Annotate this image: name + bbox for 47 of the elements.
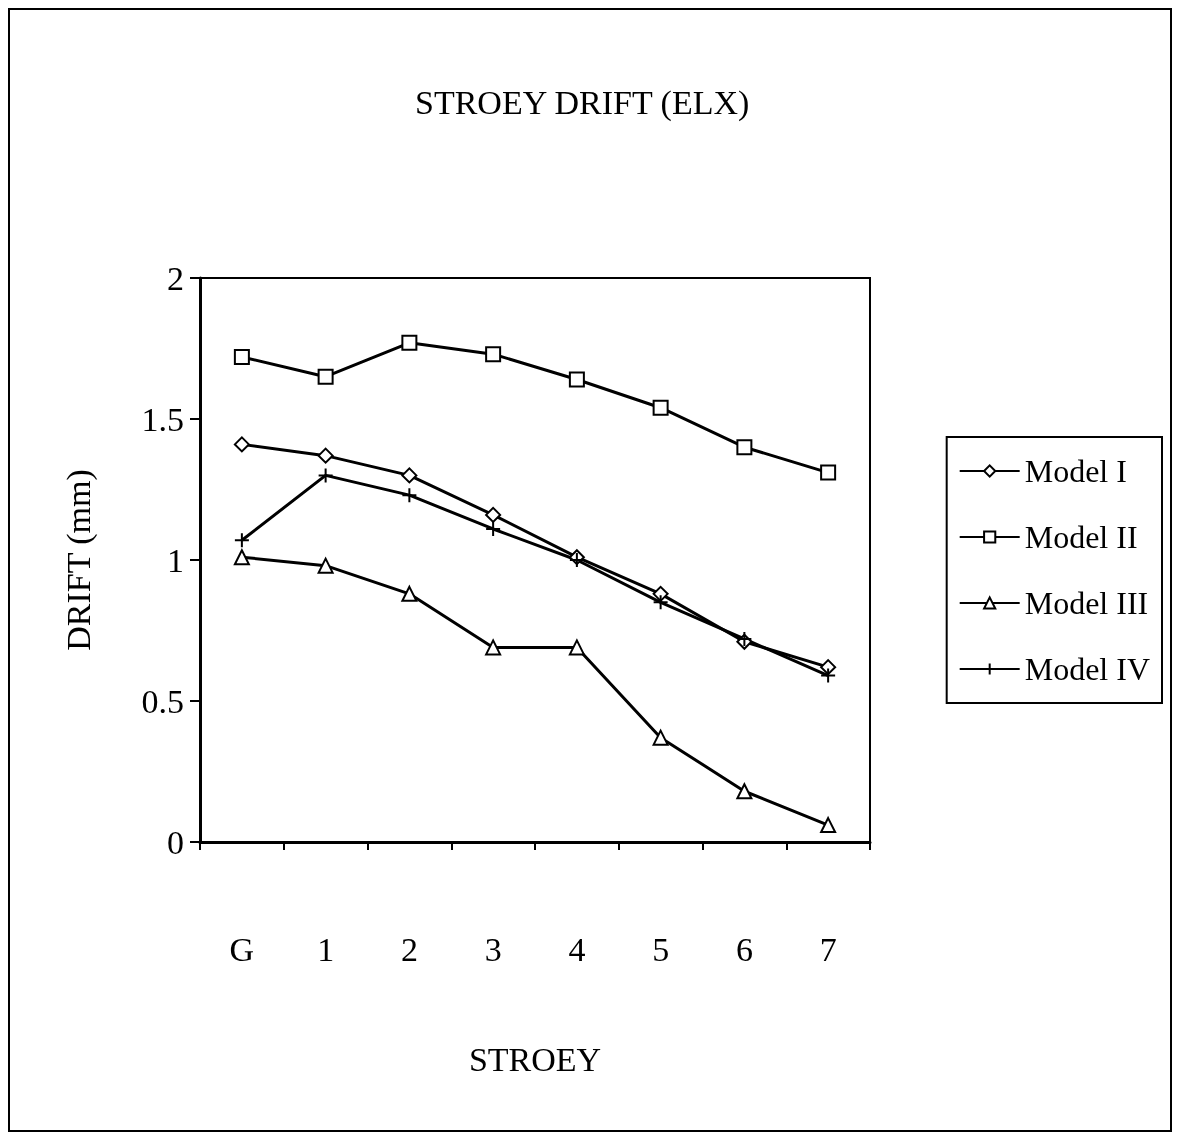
point [820,659,837,676]
point [485,520,502,537]
point [485,506,502,523]
point [568,371,585,388]
point [233,532,250,549]
x-tick-label: 6 [735,930,753,968]
x-tick-label: 5 [652,930,670,968]
y-tick-label: 0.5 [141,682,184,720]
point [652,594,669,611]
point [401,487,418,504]
point [652,399,669,416]
y-tick-label: 1 [167,541,184,579]
point [485,346,502,363]
x-tick-label: 4 [568,930,586,968]
legend-label: Model II [1024,519,1138,555]
point [233,549,250,566]
legend-label: Model IV [1024,651,1150,687]
point [317,368,334,385]
point [401,467,418,484]
point [233,436,250,453]
point [401,334,418,351]
point [736,439,753,456]
x-tick-label: 7 [819,930,837,968]
y-tick-label: 2 [167,259,184,297]
legend-label: Model I [1024,453,1127,489]
x-tick-label: 1 [317,930,335,968]
chart-title: STROEY DRIFT (ELX) [415,83,750,122]
point [820,464,837,481]
y-axis-title: DRIFT (mm) [59,469,98,651]
x-tick-label: 2 [400,930,418,968]
x-tick-label: 3 [484,930,502,968]
point [485,639,502,656]
point [820,667,837,684]
y-tick-label: 0 [167,823,184,861]
point [652,729,669,746]
point [233,348,250,365]
point [317,447,334,464]
point [401,585,418,602]
point [736,783,753,800]
point [317,467,334,484]
x-axis-title: STROEY [468,1040,602,1078]
y-tick-label: 1.5 [141,400,184,438]
x-tick-label: G [229,930,255,968]
point [568,639,585,656]
legend-label: Model III [1024,585,1149,621]
point [820,817,837,834]
point [317,557,334,574]
